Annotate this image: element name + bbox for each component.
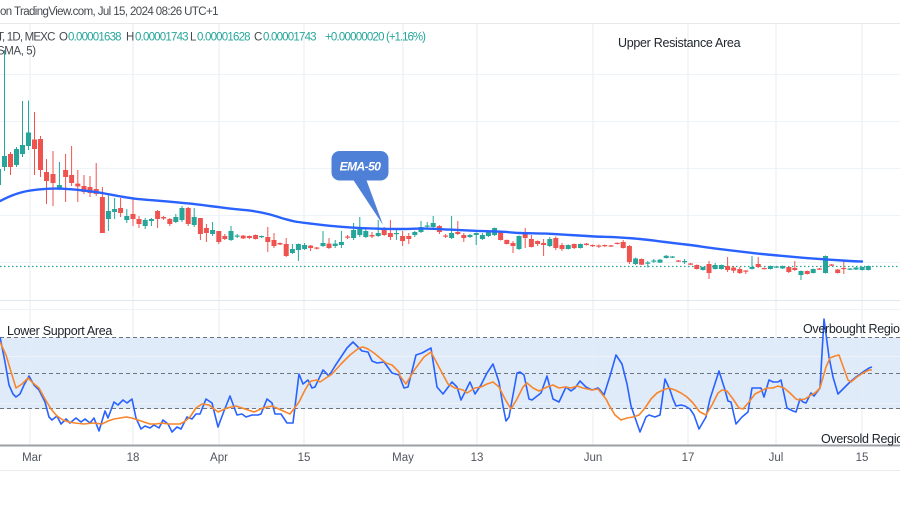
svg-text:C: C xyxy=(254,32,262,44)
svg-text:Upper Resistance Area: Upper Resistance Area xyxy=(618,36,741,50)
svg-text:15: 15 xyxy=(856,452,869,464)
svg-text:H: H xyxy=(126,32,134,44)
svg-text:Jul: Jul xyxy=(769,452,784,464)
svg-text:L: L xyxy=(190,32,197,44)
svg-text:on TradingView.com, Jul 15, 20: on TradingView.com, Jul 15, 2024 08:26 U… xyxy=(0,6,218,18)
svg-text:Mar: Mar xyxy=(22,452,42,464)
svg-text:Apr: Apr xyxy=(210,452,228,464)
svg-text:18: 18 xyxy=(127,452,140,464)
svg-text:T, 1D, MEXC: T, 1D, MEXC xyxy=(0,32,55,44)
svg-text:+0.00000020: +0.00000020 xyxy=(325,32,384,44)
svg-text:EMA-50: EMA-50 xyxy=(340,160,382,174)
svg-text:13: 13 xyxy=(471,452,484,464)
svg-text:0.00001743: 0.00001743 xyxy=(263,32,316,44)
svg-text:(+1.16%): (+1.16%) xyxy=(386,32,426,44)
svg-text:SMA, 5): SMA, 5) xyxy=(0,46,36,58)
svg-text:15: 15 xyxy=(298,452,311,464)
svg-text:Jun: Jun xyxy=(584,452,603,464)
svg-text:0.00001638: 0.00001638 xyxy=(68,32,121,44)
svg-text:17: 17 xyxy=(682,452,695,464)
svg-text:O: O xyxy=(59,32,68,44)
svg-text:May: May xyxy=(392,452,414,464)
svg-text:Overbought Region: Overbought Region xyxy=(803,322,900,336)
svg-text:0.00001743: 0.00001743 xyxy=(135,32,188,44)
svg-text:0.00001628: 0.00001628 xyxy=(197,32,250,44)
svg-text:Oversold Region: Oversold Region xyxy=(821,432,900,446)
svg-text:Lower Support Area: Lower Support Area xyxy=(7,324,112,338)
